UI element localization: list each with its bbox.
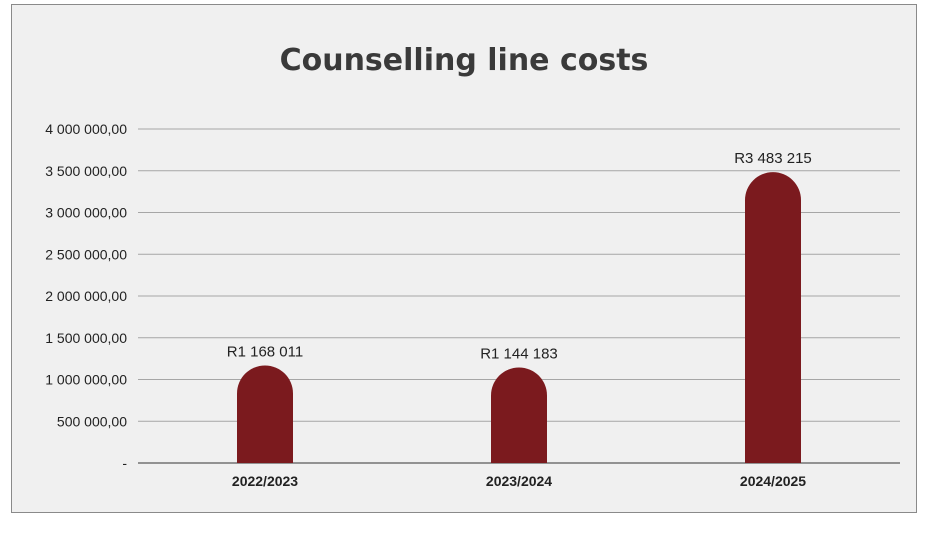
y-tick-label: 1 500 000,00 bbox=[45, 330, 127, 346]
x-tick-label: 2022/2023 bbox=[232, 473, 298, 489]
chart-title: Counselling line costs bbox=[279, 43, 649, 78]
y-tick-label: 3 000 000,00 bbox=[45, 205, 127, 221]
data-label: R1 168 011 bbox=[227, 343, 303, 360]
bar-2023/2024 bbox=[491, 367, 547, 463]
data-label: R1 144 183 bbox=[480, 345, 558, 362]
y-tick-label: - bbox=[122, 455, 127, 471]
x-tick-label: 2023/2024 bbox=[486, 473, 552, 489]
y-tick-label: 4 000 000,00 bbox=[45, 121, 127, 137]
bar-2024/2025 bbox=[745, 172, 801, 464]
data-label: R3 483 215 bbox=[734, 150, 812, 167]
bar-2022/2023 bbox=[237, 365, 293, 463]
y-tick-label: 2 500 000,00 bbox=[45, 246, 127, 262]
y-tick-label: 2 000 000,00 bbox=[45, 288, 127, 304]
y-tick-label: 1 000 000,00 bbox=[45, 372, 127, 388]
x-tick-label: 2024/2025 bbox=[740, 473, 806, 489]
y-tick-label: 3 500 000,00 bbox=[45, 163, 127, 179]
y-tick-label: 500 000,00 bbox=[57, 413, 127, 429]
